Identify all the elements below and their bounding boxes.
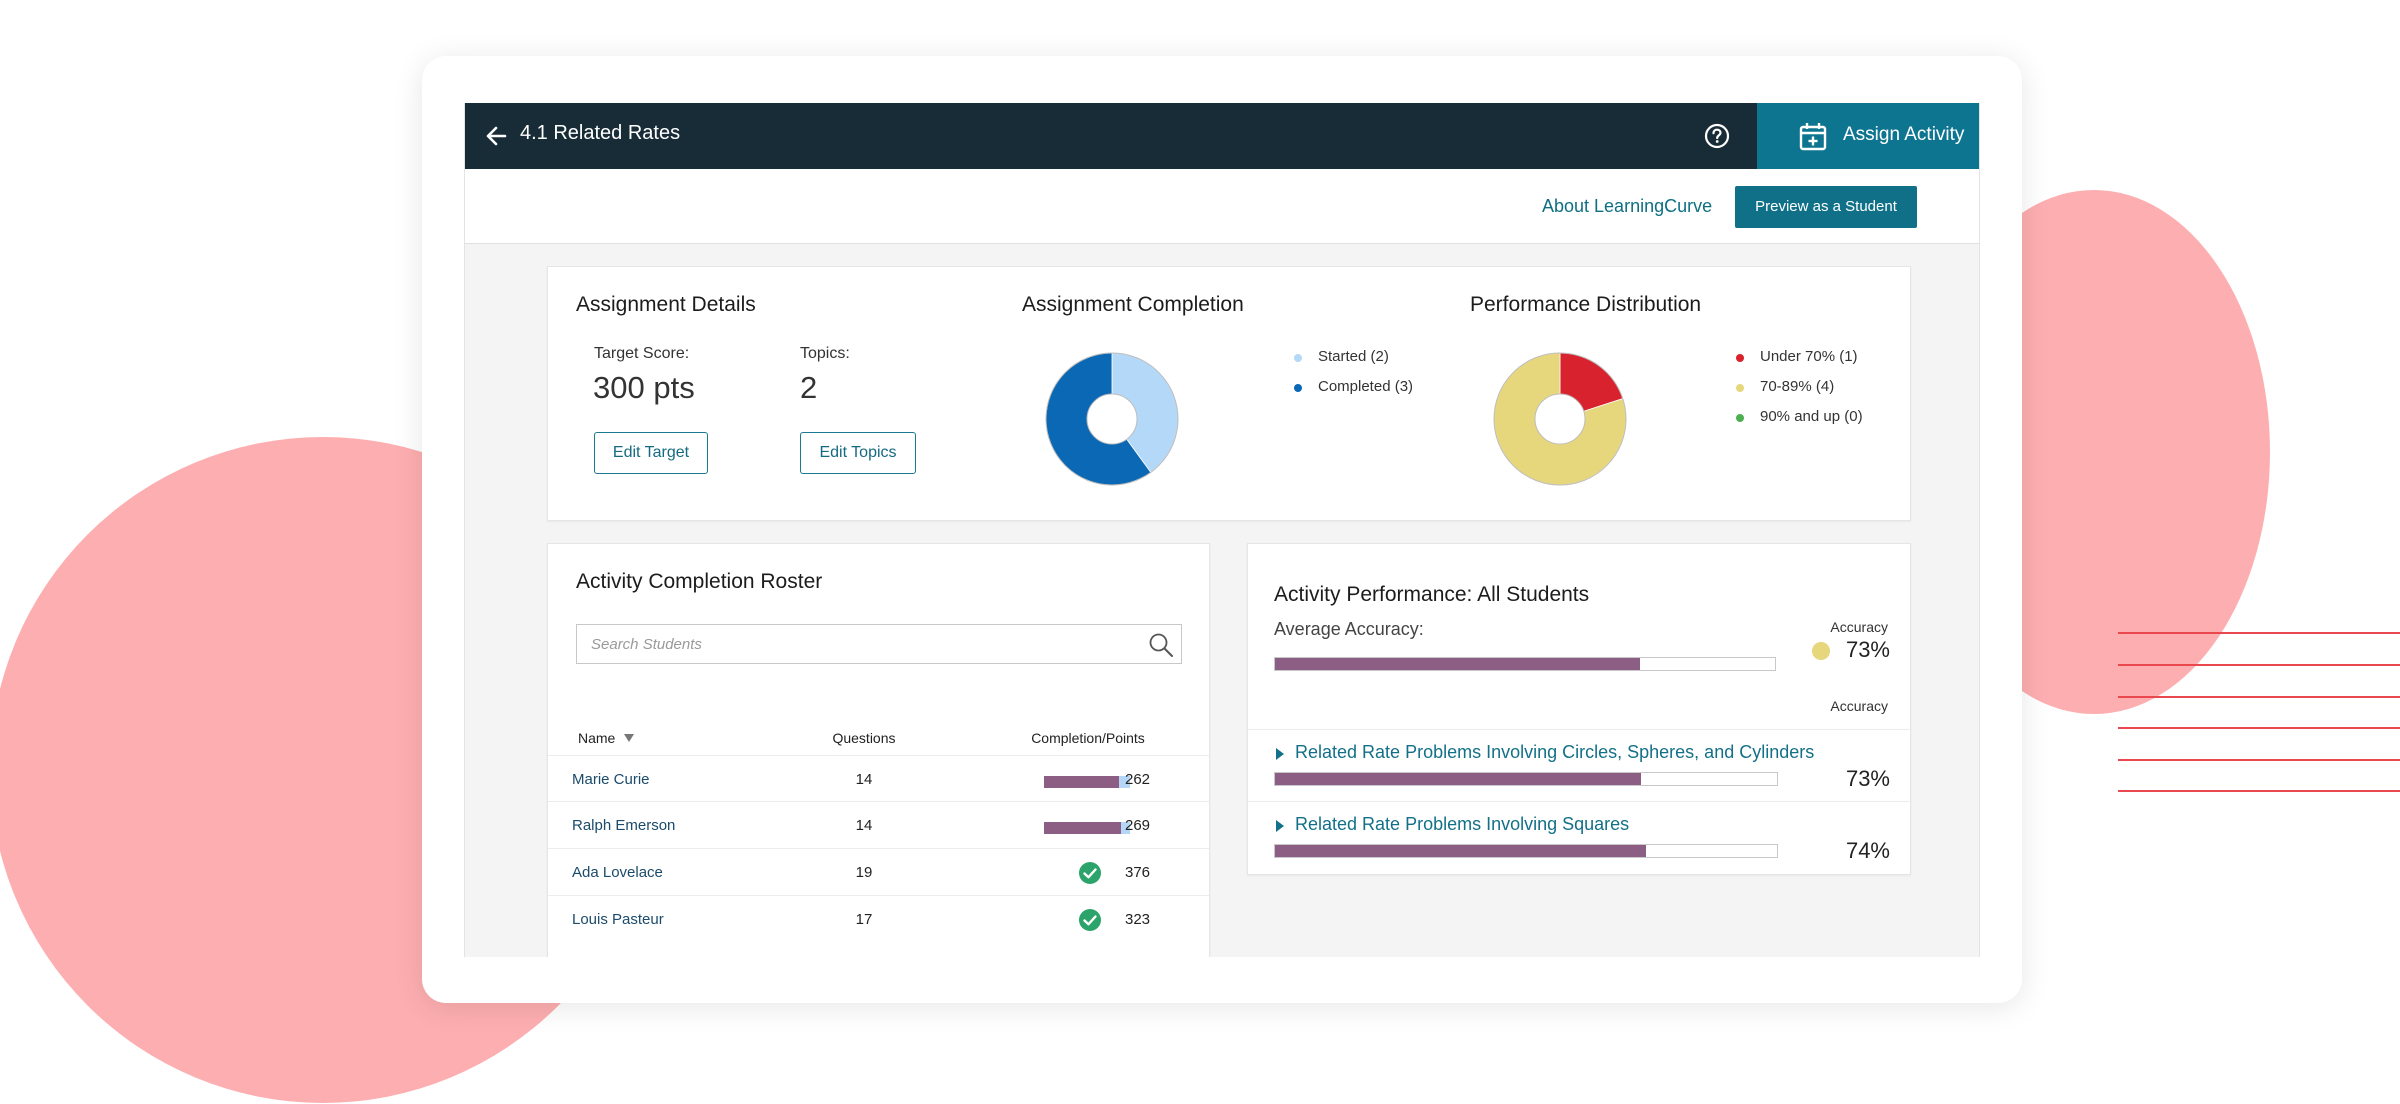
top-bar: 4.1 Related Rates bbox=[465, 103, 1979, 169]
topic-accuracy-bar-fill bbox=[1275, 773, 1642, 785]
table-row: Ada Lovelace 19 376 bbox=[548, 848, 1209, 895]
assignment-completion-title: Assignment Completion bbox=[1022, 293, 1244, 316]
legend-dot-completed bbox=[1294, 384, 1302, 392]
completion-progress-fill bbox=[1044, 822, 1122, 834]
points-value: 376 bbox=[1125, 864, 1151, 881]
student-name-link[interactable]: Marie Curie bbox=[572, 771, 650, 788]
topic-accuracy-value: 74% bbox=[1845, 838, 1890, 863]
assign-activity-label: Assign Activity bbox=[1843, 124, 1965, 145]
topic-link-circles-spheres-cylinders[interactable]: Related Rate Problems Involving Circles,… bbox=[1295, 742, 1815, 762]
table-row: Marie Curie 14 262 bbox=[548, 755, 1209, 802]
name-column-header[interactable]: Name bbox=[578, 730, 635, 746]
points-value: 269 bbox=[1125, 817, 1151, 834]
questions-count: 17 bbox=[855, 911, 873, 928]
about-learningcurve-link[interactable]: About LearningCurve bbox=[1542, 196, 1713, 216]
topic-link-squares[interactable]: Related Rate Problems Involving Squares bbox=[1295, 814, 1630, 834]
activity-performance-panel: Activity Performance: All Students Avera… bbox=[1247, 543, 1911, 875]
completion-progress-bar bbox=[1044, 776, 1130, 788]
completed-check-icon bbox=[1079, 909, 1101, 931]
questions-column-header: Questions bbox=[832, 730, 896, 746]
decorative-line bbox=[2118, 632, 2400, 634]
performance-distribution-donut-chart bbox=[1493, 352, 1627, 486]
back-arrow-icon[interactable] bbox=[477, 116, 517, 156]
decorative-line bbox=[2118, 790, 2400, 792]
performance-title: Activity Performance: All Students bbox=[1274, 583, 1590, 606]
divider bbox=[1248, 729, 1910, 730]
legend-completed: Completed (3) bbox=[1318, 378, 1414, 395]
completion-progress-fill bbox=[1044, 776, 1119, 788]
questions-count: 14 bbox=[855, 771, 873, 788]
search-box bbox=[576, 624, 1182, 664]
divider bbox=[1248, 801, 1910, 802]
page-title: 4.1 Related Rates bbox=[520, 122, 681, 144]
assignment-details-title: Assignment Details bbox=[576, 293, 756, 316]
expand-arrow-icon[interactable] bbox=[1276, 748, 1284, 760]
target-score-label: Target Score: bbox=[594, 345, 690, 362]
name-column-label: Name bbox=[578, 730, 616, 746]
legend-dot-90-up bbox=[1736, 414, 1744, 422]
expand-arrow-icon[interactable] bbox=[1276, 820, 1284, 832]
assignment-completion-donut-chart bbox=[1045, 352, 1179, 486]
questions-count: 14 bbox=[855, 817, 873, 834]
accuracy-header: Accuracy bbox=[1830, 619, 1888, 635]
topic-accuracy-bar bbox=[1274, 772, 1778, 786]
average-accuracy-value: 73% bbox=[1845, 637, 1890, 662]
completion-column-header: Completion/Points bbox=[1031, 730, 1145, 746]
points-value: 323 bbox=[1125, 911, 1151, 928]
student-name-link[interactable]: Ralph Emerson bbox=[572, 817, 676, 834]
points-value: 262 bbox=[1125, 771, 1151, 788]
preview-as-student-button[interactable]: Preview as a Student bbox=[1735, 186, 1917, 228]
completion-hole bbox=[1086, 393, 1138, 445]
topics-value: 2 bbox=[800, 370, 818, 405]
student-name-link[interactable]: Ada Lovelace bbox=[572, 864, 663, 881]
accuracy-column-header: Accuracy bbox=[1830, 698, 1888, 714]
legend-dot-started bbox=[1294, 354, 1302, 362]
sort-down-icon bbox=[624, 734, 635, 742]
legend-dot-under-70 bbox=[1736, 354, 1744, 362]
legend-dot-70-89 bbox=[1736, 384, 1744, 392]
search-students-input[interactable] bbox=[577, 625, 1137, 663]
topic-accuracy-bar bbox=[1274, 844, 1778, 858]
completion-outline bbox=[1045, 352, 1179, 486]
accuracy-status-dot bbox=[1812, 642, 1830, 660]
performance-distribution-title: Performance Distribution bbox=[1470, 293, 1702, 316]
distribution-hole bbox=[1534, 393, 1586, 445]
decorative-line bbox=[2118, 696, 2400, 698]
roster-title: Activity Completion Roster bbox=[576, 570, 823, 593]
topic-accuracy-bar-fill bbox=[1275, 845, 1647, 857]
completed-check-icon bbox=[1079, 862, 1101, 884]
assign-activity-button[interactable]: Assign Activity bbox=[1757, 103, 1979, 169]
search-icon[interactable] bbox=[1147, 631, 1175, 659]
target-score-value: 300 pts bbox=[593, 370, 695, 405]
summary-panel: Assignment Details Target Score: 300 pts… bbox=[547, 266, 1911, 521]
student-name-link[interactable]: Louis Pasteur bbox=[572, 911, 664, 928]
app-window: 4.1 Related Rates bbox=[464, 103, 1980, 957]
table-row: Louis Pasteur 17 323 bbox=[548, 895, 1209, 942]
activity-completion-roster: Activity Completion Roster Name Question… bbox=[547, 543, 1210, 957]
average-accuracy-bar-fill bbox=[1275, 658, 1640, 670]
questions-count: 19 bbox=[855, 864, 873, 881]
legend-70-89: 70-89% (4) bbox=[1760, 378, 1835, 395]
edit-topics-button[interactable]: Edit Topics bbox=[800, 432, 916, 474]
help-icon[interactable] bbox=[1702, 121, 1732, 151]
decorative-line bbox=[2118, 759, 2400, 761]
table-row: Ralph Emerson 14 269 bbox=[548, 801, 1209, 848]
topics-label: Topics: bbox=[800, 345, 850, 362]
average-accuracy-label: Average Accuracy: bbox=[1274, 619, 1424, 639]
legend-90-up: 90% and up (0) bbox=[1760, 408, 1863, 425]
decorative-line bbox=[2118, 727, 2400, 729]
decorative-line bbox=[2118, 664, 2400, 666]
topic-accuracy-value: 73% bbox=[1845, 766, 1890, 791]
calendar-add-icon bbox=[1797, 120, 1829, 152]
completion-progress-bar bbox=[1044, 822, 1130, 834]
sub-toolbar: About LearningCurve Preview as a Student bbox=[465, 169, 1979, 244]
legend-under-70: Under 70% (1) bbox=[1760, 348, 1858, 365]
edit-target-button[interactable]: Edit Target bbox=[594, 432, 708, 474]
distribution-outline bbox=[1493, 352, 1627, 486]
legend-started: Started (2) bbox=[1318, 348, 1389, 365]
average-accuracy-bar bbox=[1274, 657, 1776, 671]
